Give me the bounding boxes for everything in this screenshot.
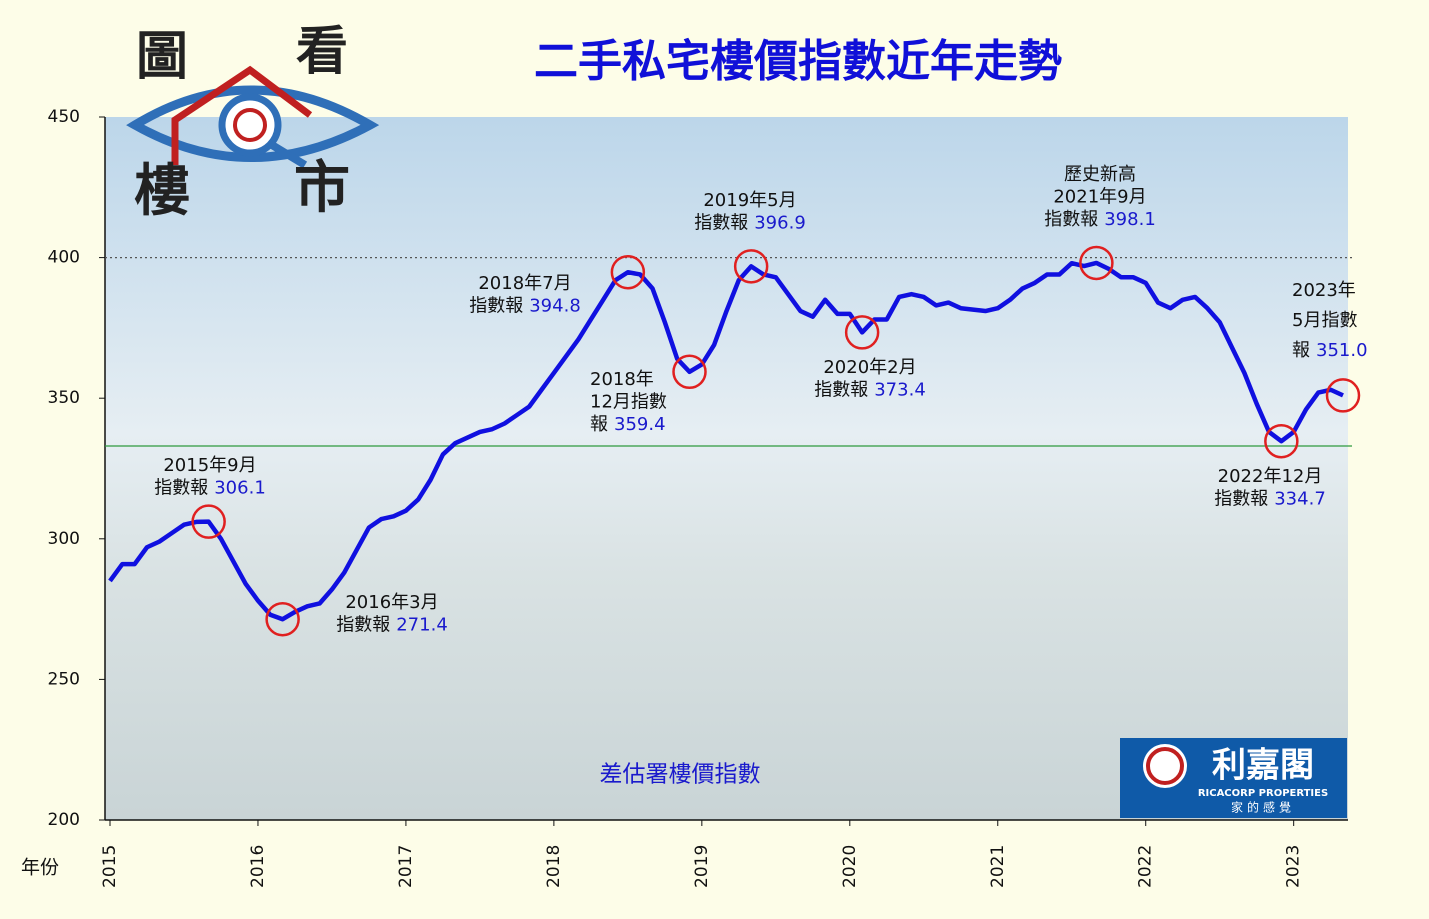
highlight-circle	[1325, 378, 1361, 413]
annotation-text: 12月指數	[590, 392, 667, 413]
value-label: 271.4	[396, 615, 448, 636]
y-tick-label: 350	[48, 388, 80, 408]
x-tick-label: 2015	[100, 845, 120, 888]
annotation: 2018年7月	[478, 273, 571, 294]
annotation: 2023年	[1292, 280, 1356, 301]
x-tick-label: 2017	[396, 845, 416, 888]
annotation-text: 2020年2月	[823, 357, 916, 378]
annotation: 2016年3月	[345, 592, 438, 613]
annotation: 指數報 398.1	[1044, 209, 1156, 230]
annotation-text: 指數報	[694, 213, 748, 234]
annotation: 指數報 271.4	[336, 615, 448, 636]
annotation-text: 2018年	[590, 369, 654, 390]
highlight-circle	[1079, 245, 1114, 281]
annotation-text: 指數報	[154, 478, 208, 499]
logo: 圖 看 樓 市	[126, 22, 380, 224]
value-label: 398.1	[1104, 209, 1156, 230]
brand-icon-ring	[1146, 747, 1184, 785]
value-label: 351.0	[1316, 340, 1368, 361]
highlight-circle	[610, 254, 646, 290]
annotation: 報 359.4	[590, 414, 666, 435]
brand-name: 利嘉閣	[1212, 746, 1314, 786]
annotation: 2015年9月	[163, 455, 256, 476]
annotation-text: 指數報	[1044, 209, 1098, 230]
logo-char: 市	[294, 156, 350, 221]
highlight-circle	[672, 354, 707, 390]
logo-roof	[171, 65, 313, 165]
annotation: 2020年2月	[823, 357, 916, 378]
annotation-text: 報	[590, 414, 608, 435]
annotation: 2021年9月	[1053, 187, 1146, 208]
annotation: 2019年5月	[703, 190, 796, 211]
highlight-circle	[191, 504, 226, 539]
y-tick-label: 250	[48, 669, 80, 689]
logo-handle	[269, 141, 308, 169]
value-label: 373.4	[874, 380, 926, 401]
annotation: 報 351.0	[1292, 340, 1368, 361]
annotation-text: 2015年9月	[163, 455, 256, 476]
value-label: 394.8	[529, 296, 581, 317]
source-label: 差估署樓價指數	[600, 762, 761, 788]
annotation-text: 指數報	[336, 615, 390, 636]
annotation-text: 2023年	[1292, 280, 1356, 301]
value-label: 396.9	[754, 213, 806, 234]
x-tick-label: 2020	[840, 845, 860, 888]
annotation: 指數報 373.4	[814, 380, 926, 401]
y-tick-label: 400	[48, 248, 80, 268]
annotation-text: 2018年7月	[478, 273, 571, 294]
annotation-text: 指數報	[814, 380, 868, 401]
x-tick-label: 2018	[544, 845, 564, 888]
logo-char: 圖	[136, 27, 188, 87]
value-label: 359.4	[614, 414, 666, 435]
x-tick-label: 2021	[988, 845, 1008, 888]
y-tick-label: 200	[48, 810, 80, 830]
x-tick-label: 2023	[1284, 845, 1304, 888]
annotation-text: 歷史新高	[1064, 164, 1136, 185]
series-line	[108, 260, 1344, 622]
annotation: 2018年	[590, 369, 654, 390]
annotation-text: 報	[1292, 340, 1310, 361]
highlight-circle	[844, 315, 880, 350]
y-tick-label: 450	[48, 107, 80, 127]
y-tick-label: 300	[48, 529, 80, 549]
highlight-circle	[265, 601, 300, 637]
brand: 利嘉閣 RICACORP PROPERTIES 家的感覺	[1120, 738, 1347, 818]
x-tick-label: 2016	[248, 845, 268, 888]
annotation-text: 2016年3月	[345, 592, 438, 613]
annotation: 歷史新高	[1064, 164, 1136, 185]
annotation-text: 2022年12月	[1218, 466, 1323, 487]
annotation: 指數報 394.8	[469, 296, 581, 317]
annotation: 2022年12月	[1218, 466, 1323, 487]
value-label: 306.1	[214, 478, 266, 499]
annotation-text: 2021年9月	[1053, 187, 1146, 208]
annotation-text: 指數報	[1214, 489, 1268, 510]
annotation: 12月指數	[590, 392, 667, 413]
logo-rc	[233, 108, 267, 142]
logo-lens	[218, 93, 282, 157]
brand-slogan: 家的感覺	[1231, 800, 1295, 815]
x-tick-label: 2022	[1136, 845, 1156, 888]
logo-char: 樓	[134, 159, 190, 224]
plot-background	[105, 117, 1348, 820]
highlight-circle	[733, 249, 769, 284]
chart-title: 二手私宅樓價指數近年走勢	[534, 36, 1062, 87]
annotation-text: 2019年5月	[703, 190, 796, 211]
x-axis-label: 年份	[21, 857, 59, 879]
brand-english: RICACORP PROPERTIES	[1198, 788, 1328, 799]
annotation-text: 指數報	[469, 296, 523, 317]
annotation: 5月指數	[1292, 310, 1357, 331]
annotation: 指數報 306.1	[154, 478, 266, 499]
annotation: 指數報 334.7	[1214, 489, 1326, 510]
logo-char: 看	[296, 22, 348, 82]
x-tick-label: 2019	[692, 845, 712, 888]
annotation: 指數報 396.9	[694, 213, 806, 234]
highlight-circle	[1264, 423, 1299, 459]
annotation-text: 5月指數	[1292, 310, 1357, 331]
value-label: 334.7	[1274, 489, 1326, 510]
